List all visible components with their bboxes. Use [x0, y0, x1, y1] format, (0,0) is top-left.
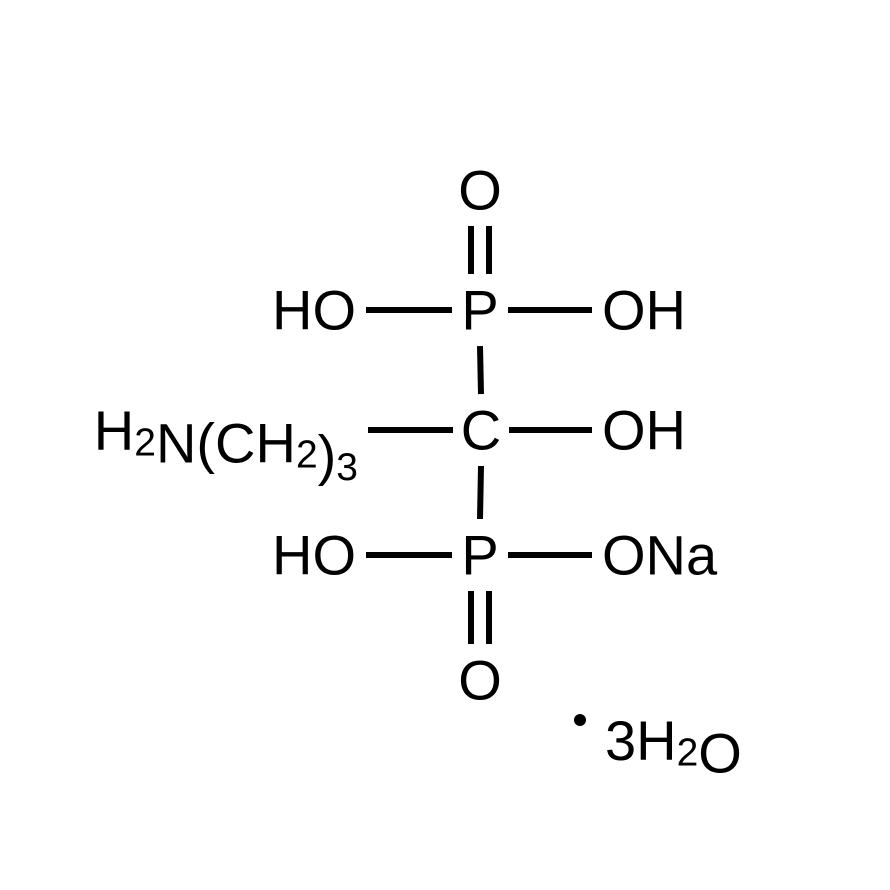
atom-label-P_bot: P	[461, 524, 498, 587]
atom-label-right_ONa: ONa	[602, 524, 718, 587]
atom-label-C_center: C	[461, 399, 501, 462]
atom-label-P_top: P	[461, 279, 498, 342]
atom-label-right_OH_top: OH	[602, 279, 686, 342]
atom-label-bot_O: O	[458, 649, 502, 712]
chemical-structure-svg: OHOOHPH2N(CH2)3COHHOPONaO3H2O	[0, 0, 890, 890]
atom-label-top_O: O	[458, 159, 502, 222]
atom-label-left_HO_top: HO	[272, 279, 356, 342]
atom-label-right_OH_mid: OH	[602, 399, 686, 462]
atom-label-left_HO_bot: HO	[272, 524, 356, 587]
